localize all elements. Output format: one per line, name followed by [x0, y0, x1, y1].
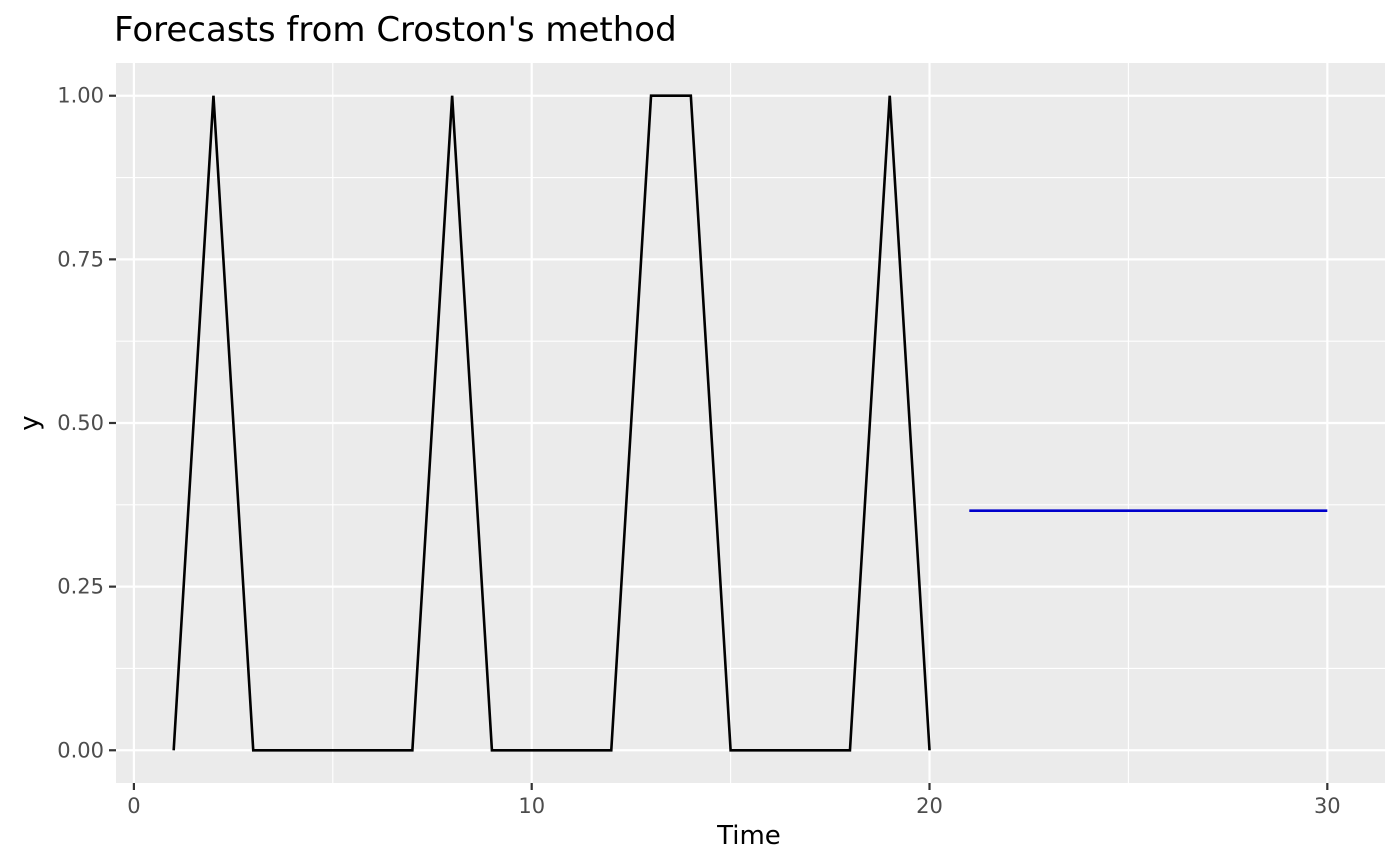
x-tick-label: 30 [1314, 794, 1341, 818]
y-tick-label: 1.00 [57, 84, 104, 108]
x-tick-label: 20 [916, 794, 943, 818]
major-gridlines [116, 63, 1385, 783]
tick-labels: 0 10 20 30 0.00 0.25 0.50 0.75 1.00 [57, 84, 1340, 818]
x-tick-label: 10 [518, 794, 545, 818]
y-axis-title: y [15, 415, 45, 430]
chart-title: Forecasts from Croston's method [114, 10, 677, 50]
axis-ticks [109, 94, 1329, 790]
observed-series-line [172, 94, 931, 752]
series-layer [172, 94, 1328, 752]
y-tick-label: 0.75 [57, 247, 104, 271]
y-tick-label: 0.50 [57, 411, 104, 435]
x-tick-label: 0 [127, 794, 140, 818]
y-tick-label: 0.25 [57, 575, 104, 599]
y-tick-label: 0.00 [57, 738, 104, 762]
x-axis-title: Time [716, 821, 781, 851]
